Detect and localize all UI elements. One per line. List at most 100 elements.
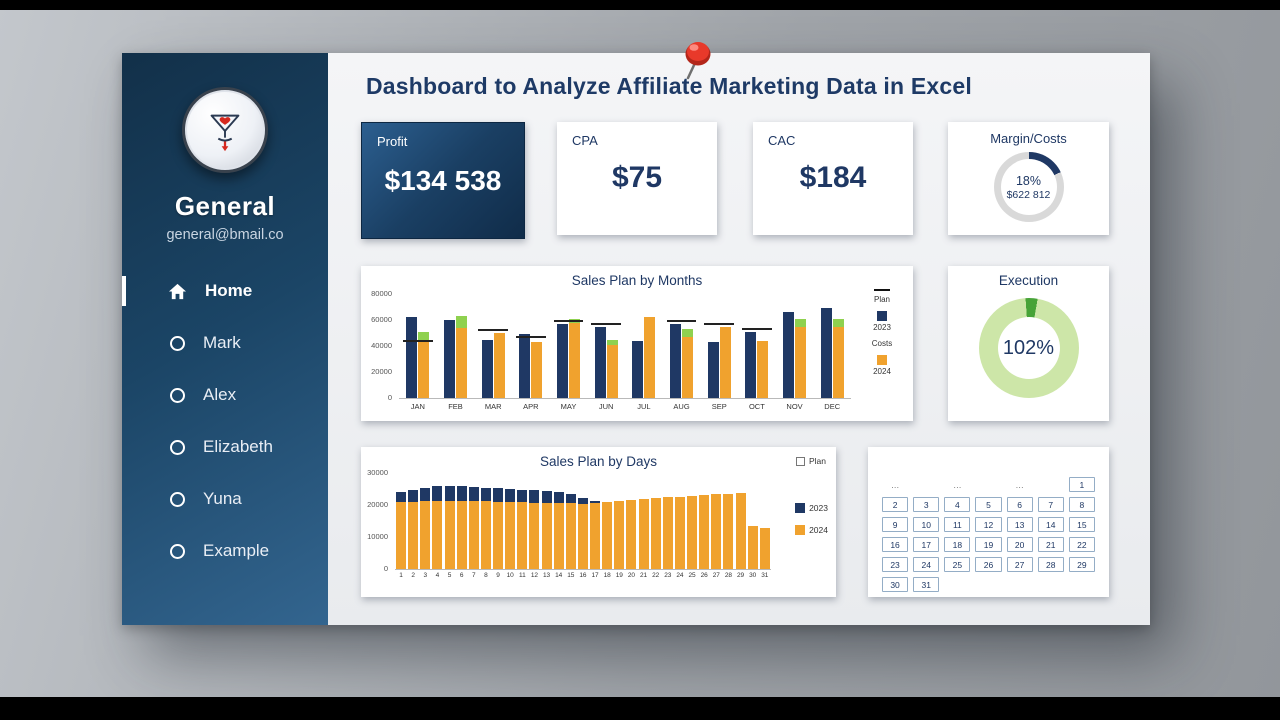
sidebar-item-elizabeth[interactable]: Elizabeth (122, 421, 328, 473)
x-axis-label: JAN (410, 402, 425, 411)
calendar-day[interactable]: 1 (1068, 477, 1095, 492)
sidebar-item-label: Example (203, 541, 270, 560)
plan-mark (403, 339, 433, 342)
plan-legend-checkbox[interactable]: Plan (795, 456, 826, 466)
plan-mark (478, 329, 509, 332)
calendar-day[interactable]: 7 (1037, 497, 1064, 512)
execution-over-segment (606, 339, 618, 345)
sidebar-item-home[interactable]: Home (122, 265, 328, 317)
bar-2024 (602, 501, 613, 569)
execution-over-segment (682, 329, 694, 337)
y-axis-tick: 80000 (371, 289, 392, 298)
cpa-kpi-card: CPA $75 (557, 122, 717, 235)
calendar-day[interactable]: 13 (1006, 517, 1033, 532)
legend-square (795, 525, 806, 535)
month-group: OCT (738, 294, 776, 414)
bar-2024 (626, 499, 637, 569)
bar-2023 (632, 340, 644, 398)
calendar-day[interactable]: 26 (975, 557, 1002, 572)
calendar-day[interactable]: 10 (913, 517, 940, 532)
x-axis-label: 6 (459, 572, 464, 579)
calendar-day[interactable]: 24 (913, 557, 940, 572)
calendar-day[interactable]: 12 (975, 517, 1002, 532)
bar-2024 (687, 495, 698, 569)
bar-2024 (759, 527, 770, 569)
calendar-day[interactable]: 30 (882, 577, 909, 592)
execution-over-segment (418, 331, 430, 341)
bar-2024 (650, 498, 661, 569)
circle-bullet-icon (170, 543, 185, 559)
x-axis-label: 2 (411, 572, 415, 579)
calendar-day[interactable]: 19 (975, 537, 1002, 552)
margin-costs-label: Margin/Costs (990, 131, 1067, 146)
x-axis-label: 18 (603, 572, 611, 579)
margin-costs-kpi-card: Margin/Costs 18% $622 812 (948, 122, 1109, 235)
bar-2024 (418, 331, 430, 398)
sales-plan-by-months-chart[interactable]: Sales Plan by Months 0 20000 40000 60000 800… (361, 266, 913, 421)
bar-2023 (594, 326, 606, 398)
calendar-day[interactable]: 23 (882, 557, 909, 572)
day-group: 2 (407, 473, 420, 585)
days-chart-title: Sales Plan by Days (539, 454, 658, 469)
profit-kpi-card: Profit $134 538 (361, 122, 525, 239)
profit-value: $134 538 (384, 165, 502, 196)
x-axis-label: 28 (724, 572, 733, 579)
calendar-day[interactable]: 28 (1037, 557, 1064, 572)
day-group: 17 (589, 473, 602, 585)
x-axis-label: 17 (591, 572, 599, 579)
calendar-day[interactable]: 8 (1068, 497, 1095, 512)
calendar-day[interactable]: 29 (1068, 557, 1095, 572)
bar-2024 (662, 497, 673, 569)
sidebar-item-example[interactable]: Example (122, 525, 328, 577)
calendar-day[interactable]: 27 (1006, 557, 1033, 572)
sales-plan-by-days-chart[interactable]: Sales Plan by Days Plan 0 10000 20000 30000… (361, 447, 836, 597)
calendar-day[interactable]: 18 (944, 537, 971, 552)
bar-2024 (711, 494, 722, 569)
x-axis-label: 10 (506, 572, 514, 579)
letterbox-bottom (0, 697, 1280, 720)
execution-over-segment (832, 318, 844, 327)
calendar-day[interactable]: 5 (975, 497, 1002, 512)
x-axis-label: 4 (435, 572, 440, 579)
calendar-ellipsis: … (1015, 479, 1024, 490)
sidebar-item-yuna[interactable]: Yuna (122, 473, 328, 525)
x-axis-label: NOV (786, 402, 803, 411)
execution-chart-card[interactable]: Execution 102% (948, 266, 1109, 421)
x-axis-label: 21 (639, 572, 648, 579)
sidebar-item-mark[interactable]: Mark (122, 317, 328, 369)
calendar-day[interactable]: 2 (882, 497, 909, 512)
calendar-day[interactable]: 15 (1068, 517, 1095, 532)
calendar-day[interactable]: 9 (882, 517, 909, 532)
bar-2023 (670, 323, 682, 398)
day-group: 31 (758, 473, 771, 585)
plan-mark (516, 335, 546, 338)
calendar-day[interactable]: 4 (944, 497, 971, 512)
execution-value: 102% (1002, 336, 1055, 359)
bar-2023 (481, 339, 493, 398)
calendar-day[interactable]: 6 (1006, 497, 1033, 512)
calendar-empty-cell (944, 577, 970, 592)
calendar-day[interactable]: 20 (1006, 537, 1033, 552)
bar-2024 (456, 316, 467, 398)
calendar-day[interactable]: 16 (882, 537, 909, 552)
calendar-day[interactable]: 11 (944, 517, 971, 532)
sidebar-item-label: Alex (203, 385, 237, 404)
calendar-day[interactable]: 31 (913, 577, 940, 592)
day-group: 15 (564, 473, 577, 585)
calendar-day[interactable]: 17 (913, 537, 940, 552)
calendar-day[interactable]: 3 (913, 497, 940, 512)
calendar-day[interactable]: 21 (1037, 537, 1064, 552)
x-axis-label: 24 (676, 572, 684, 579)
day-group: 22 (649, 473, 662, 585)
bar-2024 (795, 318, 807, 398)
calendar-day[interactable]: 22 (1068, 537, 1095, 552)
y-axis-tick: 0 (387, 393, 392, 402)
x-axis-label: 29 (736, 572, 745, 579)
sidebar-item-alex[interactable]: Alex (122, 369, 328, 421)
calendar-day[interactable]: 25 (944, 557, 971, 572)
calendar-ellipsis: … (890, 479, 900, 490)
margin-amount: $622 812 (1006, 188, 1051, 201)
y-axis-tick: 10000 (367, 532, 388, 541)
calendar-day[interactable]: 14 (1037, 517, 1064, 532)
bar-2024 (674, 496, 685, 569)
